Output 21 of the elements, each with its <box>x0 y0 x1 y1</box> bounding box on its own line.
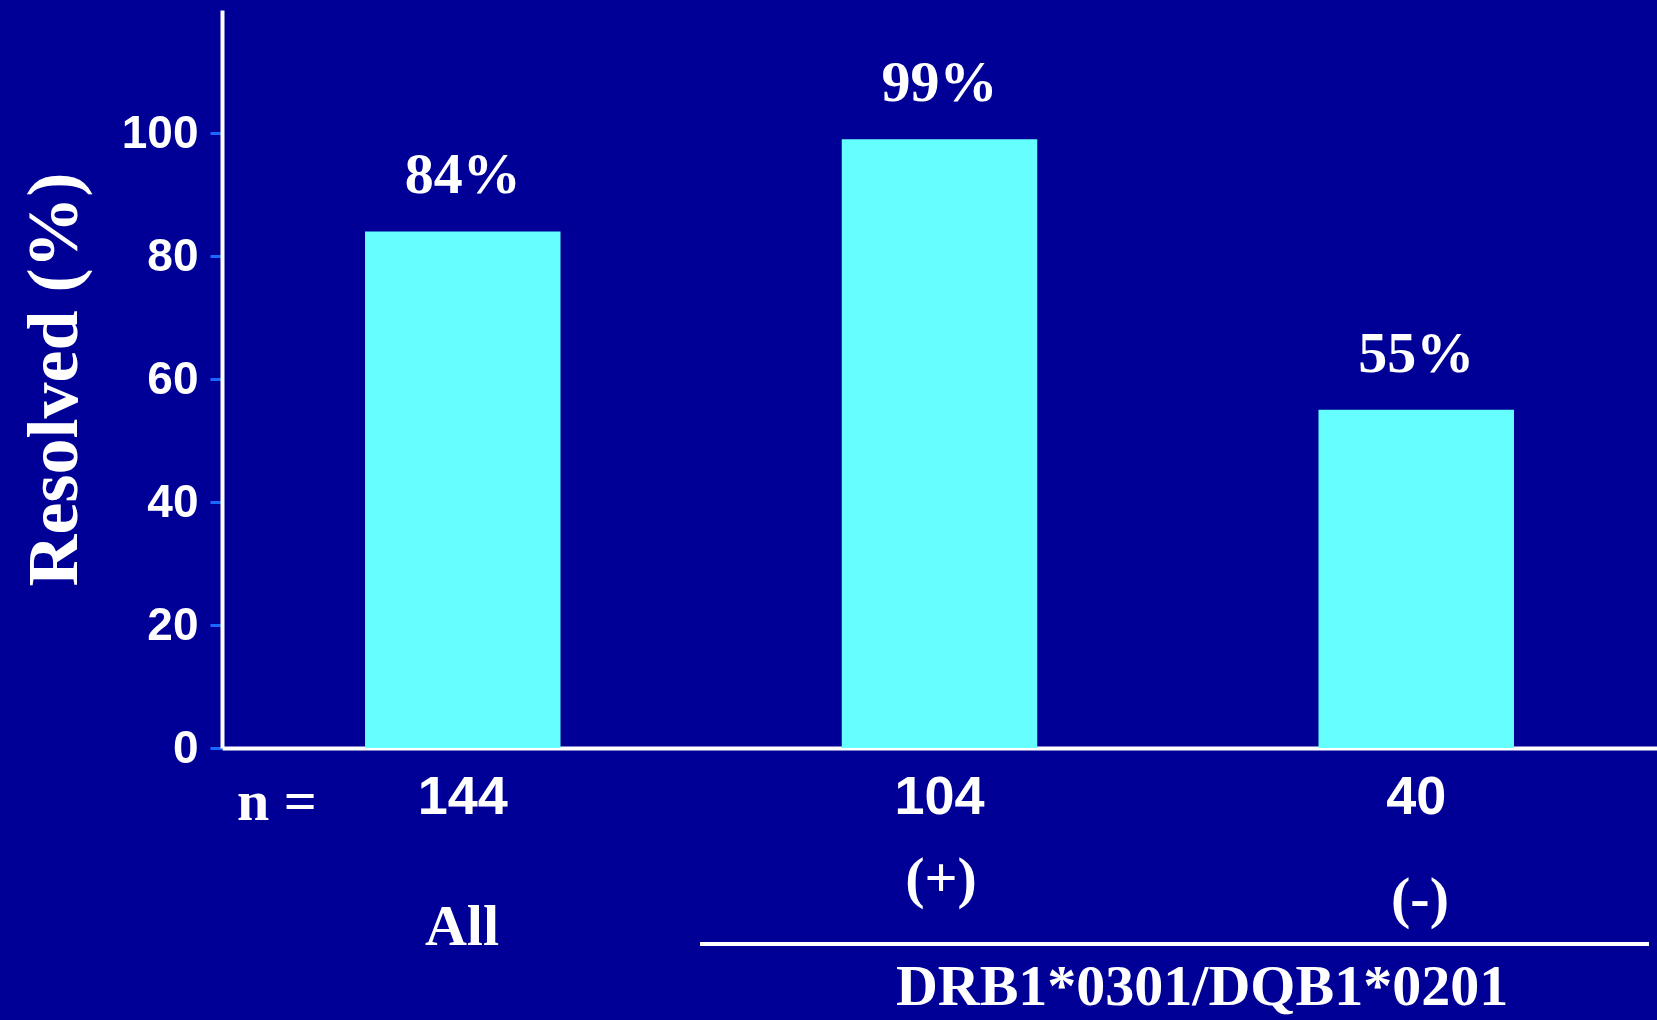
text: (-) <box>1391 865 1449 930</box>
data-label: 99% <box>881 49 998 115</box>
x-tick-label: 104 <box>894 764 985 825</box>
y-tick-label: 80 <box>147 228 199 281</box>
text: DRB1*0301/DQB1*0201 <box>895 953 1509 1018</box>
y-tick-label: 100 <box>121 105 199 158</box>
y-tick-label: 40 <box>147 474 199 527</box>
data-label: 55% <box>1358 319 1475 385</box>
x-tick-label: 40 <box>1386 764 1447 825</box>
bar <box>841 139 1038 748</box>
text: All <box>424 893 500 958</box>
y-tick-label: 0 <box>172 720 199 773</box>
y-tick-label: 60 <box>147 351 199 404</box>
text: (+) <box>905 845 977 910</box>
bar <box>1318 409 1514 748</box>
x-tick-label: 144 <box>417 764 508 825</box>
text: n = <box>237 768 317 833</box>
y-tick-label: 20 <box>147 597 199 650</box>
y-axis-title: Resolved (%) <box>12 172 93 587</box>
data-label: 84% <box>404 141 521 207</box>
bar <box>365 231 561 748</box>
